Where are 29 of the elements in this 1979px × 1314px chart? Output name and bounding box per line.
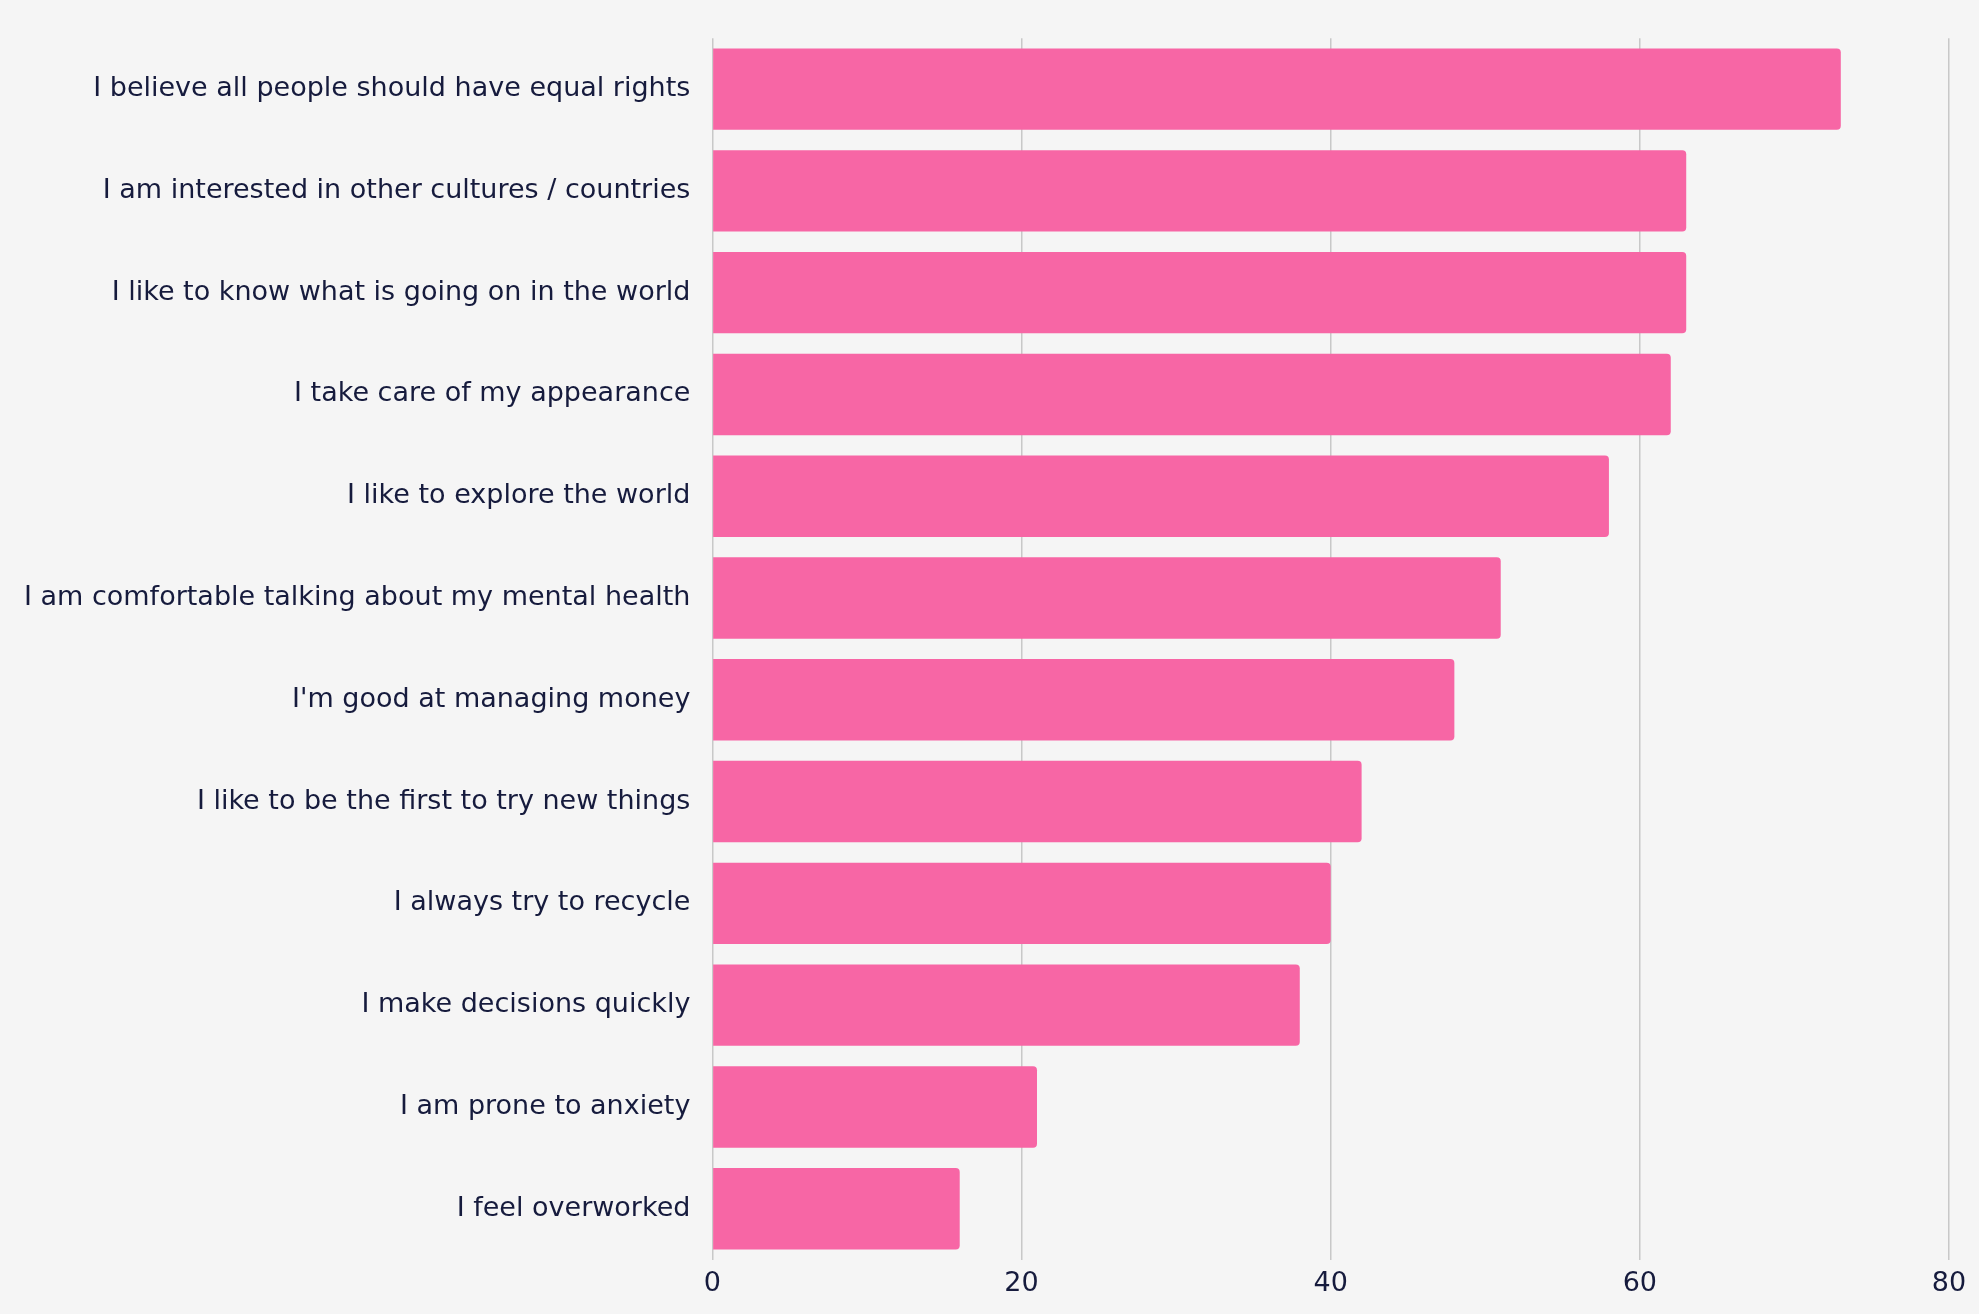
x-tick-label: 60 — [1622, 1265, 1658, 1297]
bar — [713, 48, 1841, 130]
y-tick-label: I like to know what is going on in the world — [111, 274, 691, 306]
bar — [713, 964, 1300, 1046]
y-tick-label: I am prone to anxiety — [399, 1088, 691, 1120]
y-tick-label: I make decisions quickly — [361, 987, 691, 1019]
x-tick-label: 80 — [1931, 1265, 1967, 1297]
bar — [713, 557, 1501, 639]
y-tick-label: I like to be the first to try new things — [196, 783, 691, 815]
bar — [713, 251, 1687, 334]
x-tick-label: 40 — [1313, 1265, 1348, 1297]
y-tick-label: I am comfortable talking about my mental health — [23, 580, 691, 612]
bar — [713, 353, 1671, 436]
bar — [713, 1167, 960, 1250]
bar — [713, 150, 1687, 232]
y-tick-label: I feel overworked — [456, 1190, 691, 1222]
y-tick-label: I always try to recycle — [393, 885, 691, 917]
x-tick-label: 20 — [1004, 1265, 1039, 1297]
bar — [713, 455, 1609, 537]
bar — [713, 862, 1331, 945]
bar — [713, 760, 1362, 843]
y-tick-label: I believe all people should have equal rights — [93, 71, 691, 103]
y-tick-label: I take care of my appearance — [294, 376, 691, 408]
y-tick-label: I like to explore the world — [347, 478, 691, 510]
y-tick-label: I'm good at managing money — [292, 681, 691, 713]
x-tick-label: 0 — [703, 1265, 721, 1297]
bar — [713, 1066, 1037, 1148]
y-tick-label: I am interested in other cultures / countries — [102, 172, 691, 204]
bar — [713, 659, 1455, 741]
